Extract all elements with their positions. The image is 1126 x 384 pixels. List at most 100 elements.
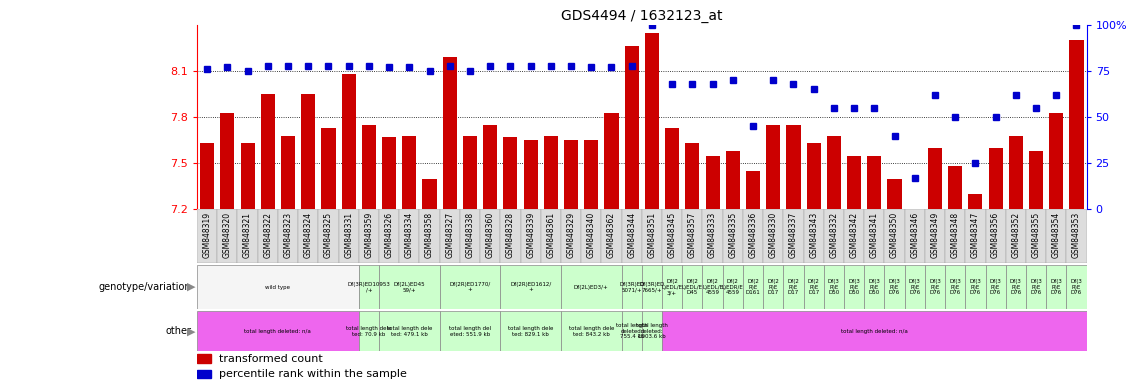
- Bar: [241, 143, 254, 209]
- Bar: [1006, 209, 1026, 263]
- Text: genotype/variation: genotype/variation: [99, 282, 191, 292]
- Bar: [422, 179, 437, 209]
- Text: Df(3
R)E
D50: Df(3 R)E D50: [868, 279, 881, 295]
- Text: Df(3
R)E
D76: Df(3 R)E D76: [929, 279, 941, 295]
- Text: Df(2
R)E
D17: Df(2 R)E D17: [807, 279, 820, 295]
- Text: GSM848346: GSM848346: [910, 212, 919, 258]
- Bar: [298, 209, 319, 263]
- Text: Df(3
R)E
D50: Df(3 R)E D50: [848, 279, 860, 295]
- Bar: [642, 209, 662, 263]
- Text: GSM848332: GSM848332: [830, 212, 839, 258]
- Bar: [622, 311, 642, 351]
- Bar: [217, 209, 238, 263]
- Bar: [561, 209, 581, 263]
- Text: Df(3
R)E
D76: Df(3 R)E D76: [1051, 279, 1062, 295]
- Text: GSM848334: GSM848334: [405, 212, 414, 258]
- Text: Df(3
R)E
D76: Df(3 R)E D76: [1010, 279, 1021, 295]
- Text: GSM848348: GSM848348: [950, 212, 959, 258]
- Bar: [989, 148, 1002, 209]
- Bar: [965, 209, 985, 263]
- Text: total length dele
ted: 829.1 kb: total length dele ted: 829.1 kb: [508, 326, 553, 337]
- Text: GSM848343: GSM848343: [810, 212, 819, 258]
- Text: GSM848342: GSM848342: [850, 212, 859, 258]
- Text: Df(3
R)E
D76: Df(3 R)E D76: [1030, 279, 1042, 295]
- Text: GSM848350: GSM848350: [890, 212, 899, 258]
- Text: GSM848351: GSM848351: [647, 212, 656, 258]
- Bar: [540, 209, 561, 263]
- Bar: [439, 311, 500, 351]
- Text: wild type: wild type: [266, 285, 291, 290]
- Bar: [500, 209, 520, 263]
- Text: Df(2
L)EDL/E
4559: Df(2 L)EDL/E 4559: [703, 279, 723, 295]
- Bar: [520, 209, 540, 263]
- Bar: [1029, 151, 1043, 209]
- Bar: [642, 265, 662, 309]
- Text: Df(2
R)E
D161: Df(2 R)E D161: [745, 279, 760, 295]
- Bar: [584, 140, 598, 209]
- Bar: [804, 265, 824, 309]
- Bar: [766, 125, 780, 209]
- Bar: [662, 209, 682, 263]
- Bar: [1070, 40, 1083, 209]
- Bar: [379, 209, 400, 263]
- Bar: [784, 209, 804, 263]
- Bar: [221, 113, 234, 209]
- Text: Df(2L)ED3/+: Df(2L)ED3/+: [574, 285, 609, 290]
- Text: GSM848324: GSM848324: [304, 212, 313, 258]
- Text: Df(3
R)E
D76: Df(3 R)E D76: [990, 279, 1001, 295]
- Bar: [301, 94, 315, 209]
- Bar: [544, 136, 557, 209]
- Bar: [1026, 209, 1046, 263]
- Text: GSM848331: GSM848331: [345, 212, 354, 258]
- Bar: [723, 209, 743, 263]
- Text: GSM848326: GSM848326: [385, 212, 394, 258]
- Text: transformed count: transformed count: [218, 354, 322, 364]
- Bar: [625, 46, 638, 209]
- Bar: [945, 265, 965, 309]
- Bar: [844, 209, 865, 263]
- Text: GSM848355: GSM848355: [1031, 212, 1040, 258]
- Bar: [1046, 265, 1066, 309]
- Bar: [561, 311, 622, 351]
- Text: Df(3R)ED10953
/+: Df(3R)ED10953 /+: [348, 281, 391, 293]
- Bar: [1049, 113, 1063, 209]
- Text: Df(2
R)E
D17: Df(2 R)E D17: [787, 279, 799, 295]
- Bar: [402, 136, 417, 209]
- Bar: [564, 140, 578, 209]
- Text: total length deleted: n/a: total length deleted: n/a: [841, 329, 908, 334]
- Bar: [561, 265, 622, 309]
- Text: GSM848362: GSM848362: [607, 212, 616, 258]
- Bar: [319, 209, 339, 263]
- Text: total length dele
ted: 843.2 kb: total length dele ted: 843.2 kb: [569, 326, 614, 337]
- Bar: [867, 156, 882, 209]
- Text: other: other: [166, 326, 191, 336]
- Bar: [382, 137, 396, 209]
- Bar: [601, 209, 622, 263]
- Text: total length
deleted:
1003.6 kb: total length deleted: 1003.6 kb: [636, 323, 668, 339]
- Bar: [924, 265, 945, 309]
- Bar: [605, 113, 618, 209]
- Bar: [1006, 265, 1026, 309]
- Bar: [238, 209, 258, 263]
- Bar: [524, 140, 538, 209]
- Bar: [865, 265, 884, 309]
- Text: GSM848361: GSM848361: [546, 212, 555, 258]
- Bar: [743, 209, 763, 263]
- Bar: [463, 136, 477, 209]
- Text: Df(3
R)E
D76: Df(3 R)E D76: [1071, 279, 1082, 295]
- Text: Df(3
R)E
D76: Df(3 R)E D76: [969, 279, 982, 295]
- Bar: [884, 209, 904, 263]
- Text: Df(2R)ED1770/
+: Df(2R)ED1770/ +: [449, 281, 491, 293]
- Bar: [928, 148, 942, 209]
- Text: Df(2
L)EDR/E
4559: Df(2 L)EDR/E 4559: [722, 279, 743, 295]
- Bar: [743, 265, 763, 309]
- Bar: [622, 209, 642, 263]
- Bar: [662, 311, 1087, 351]
- Bar: [985, 265, 1006, 309]
- Bar: [682, 209, 703, 263]
- Text: total length dele
ted: 70.9 kb: total length dele ted: 70.9 kb: [346, 326, 392, 337]
- Bar: [439, 209, 459, 263]
- Bar: [500, 265, 561, 309]
- Bar: [258, 209, 278, 263]
- Text: ▶: ▶: [187, 282, 196, 292]
